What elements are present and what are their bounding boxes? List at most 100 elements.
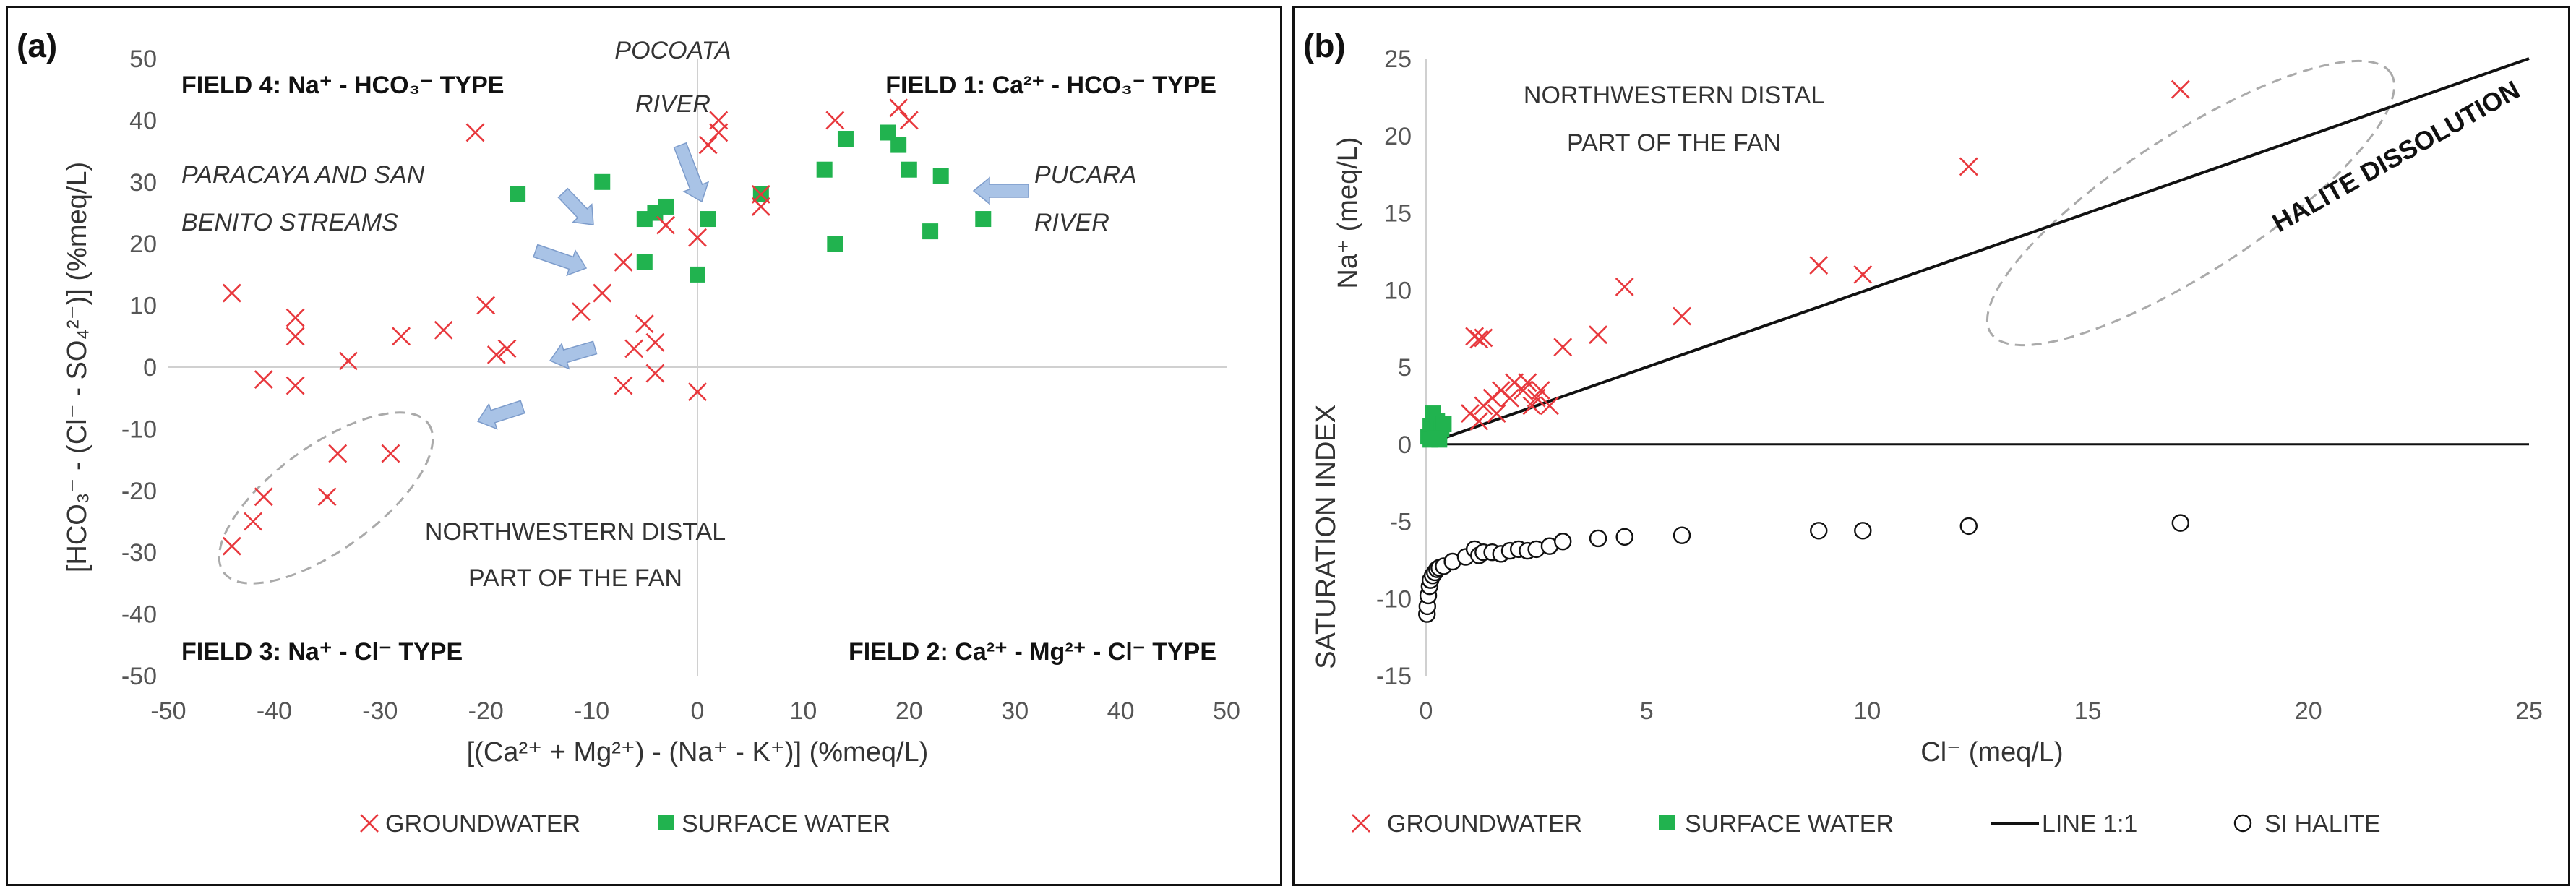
surface-water-point (816, 161, 833, 178)
groundwater-point (1553, 338, 1573, 357)
si-halite-point (1554, 533, 1572, 551)
x-tick-label: 25 (2515, 697, 2543, 725)
groundwater-point (688, 228, 707, 247)
groundwater-point-stroke-2 (476, 296, 496, 315)
groundwater-point-stroke-2 (1474, 328, 1493, 348)
groundwater-point-stroke-2 (698, 135, 718, 155)
y-tick-label: -5 (1390, 509, 1412, 536)
groundwater-point-stroke-2 (1500, 388, 1519, 408)
x-tick-label: -10 (574, 697, 609, 725)
groundwater-point-stroke-2 (751, 184, 770, 204)
si-halite-point (1615, 528, 1633, 546)
distal-label-2: PART OF THE FAN (1567, 129, 1781, 157)
x-tick-label: 10 (789, 697, 817, 725)
groundwater-point-stroke-2 (486, 345, 506, 364)
distal-fan-ellipse (1985, 59, 2396, 347)
groundwater-point (593, 283, 612, 303)
groundwater-point-stroke-2 (434, 320, 453, 340)
groundwater-point (889, 98, 909, 118)
arrow-pucara (972, 176, 1029, 205)
y-tick-label: 0 (143, 354, 157, 382)
groundwater-point (614, 252, 633, 272)
legend-groundwater-marker (1352, 814, 1370, 833)
panel-a: (a) 50 40 30 20 10 0 -10 -20 -30 -40 -50 -50 -40 -30 -2… (6, 6, 1282, 886)
surface-water-point (510, 186, 526, 202)
halite-dissolution-label: HALITE DISSOLUTION (2267, 74, 2525, 238)
surface-water-point (658, 198, 674, 215)
y-axis-title-bottom: SATURATION INDEX (1311, 405, 1341, 669)
line-1-1 (1425, 57, 2530, 446)
groundwater-point-stroke-2 (244, 512, 263, 531)
y-tick-label: -15 (1376, 663, 1412, 690)
groundwater-point-stroke-2 (709, 111, 729, 130)
groundwater-point-stroke-2 (285, 308, 305, 327)
groundwater-point-stroke-2 (645, 332, 665, 352)
groundwater-point (1809, 256, 1829, 275)
legend-groundwater-marker (360, 814, 379, 833)
paracaya-label-2: BENITO STREAMS (181, 209, 398, 236)
legend-line-label: LINE 1:1 (2042, 810, 2137, 838)
groundwater-point-stroke-2 (465, 123, 485, 142)
groundwater-point-stroke-2 (1553, 338, 1573, 357)
groundwater-point-stroke-2 (1853, 265, 1873, 284)
panel-label-a: (a) (17, 27, 57, 64)
y-axis-title: [HCO₃⁻ - (Cl⁻ - SO₄²⁻)] (%meq/L) (62, 162, 93, 572)
y-tick-label: -30 (121, 539, 157, 567)
groundwater-point-stroke-2 (392, 327, 411, 346)
paracaya-label-1: PARACAYA AND SAN (181, 161, 425, 189)
surface-water-point (837, 131, 854, 147)
surface-water-point (901, 161, 917, 178)
y-tick-label: 25 (1384, 46, 1412, 73)
groundwater-point (486, 345, 506, 364)
groundwater-point (285, 327, 305, 346)
y-tick-label: 10 (129, 293, 157, 320)
groundwater-point-stroke-2 (645, 364, 665, 383)
field-2-label: FIELD 2: Ca²⁺ - Mg²⁺ - Cl⁻ TYPE (849, 638, 1216, 666)
si-halite-point (1854, 522, 1872, 540)
x-tick-label: -30 (362, 697, 398, 725)
groundwater-point (222, 283, 241, 303)
y-tick-label: 50 (129, 46, 157, 73)
groundwater-point-stroke-2 (1531, 381, 1550, 400)
field-4-label: FIELD 4: Na⁺ - HCO₃⁻ TYPE (181, 72, 504, 99)
groundwater-point (476, 296, 496, 315)
groundwater-point-stroke-2 (381, 444, 400, 463)
x-tick-label: 15 (2074, 697, 2102, 725)
distal-label-1: NORTHWESTERN DISTAL (1524, 82, 1824, 109)
groundwater-point (1487, 404, 1506, 423)
x-axis-title: Cl⁻ (meq/L) (1920, 737, 2063, 768)
legend-surface-water-label: SURFACE WATER (682, 810, 890, 838)
groundwater-point (254, 370, 273, 389)
x-axis-title: [(Ca²⁺ + Mg²⁺) - (Na⁺ - K⁺)] (%meq/L) (467, 737, 929, 768)
y-tick-label: -20 (121, 478, 157, 505)
groundwater-point (1540, 396, 1559, 416)
groundwater-point-stroke-2 (1518, 373, 1537, 392)
si-halite-point (1810, 522, 1828, 540)
groundwater-point-stroke-2 (825, 111, 845, 130)
y-tick-label: -10 (121, 416, 157, 443)
legend-surface-water-marker (658, 815, 674, 830)
groundwater-point (899, 111, 919, 130)
groundwater-point-stroke-2 (2171, 79, 2190, 99)
groundwater-point (1500, 388, 1519, 408)
groundwater-point (497, 339, 517, 358)
groundwater-point-stroke-2 (635, 314, 654, 334)
y-tick-label: -10 (1376, 585, 1412, 613)
surface-water-point (922, 223, 939, 240)
y-tick-label: -40 (121, 601, 157, 629)
legend-si-halite-marker (2233, 814, 2252, 833)
groundwater-point (222, 536, 241, 556)
groundwater-point (1615, 278, 1634, 296)
flow-arrows (476, 142, 1029, 430)
surface-water-point (1435, 416, 1452, 432)
groundwater-point-stroke-2 (317, 487, 337, 507)
surface-water-point (594, 173, 611, 190)
si-halite-point (2171, 514, 2189, 532)
groundwater-point (285, 308, 305, 327)
groundwater-point (1518, 373, 1537, 392)
groundwater-point-stroke-2 (1959, 157, 1978, 176)
si-halite-point (1673, 526, 1691, 544)
legend-si-halite-label: SI HALITE (2264, 810, 2381, 838)
distal-label-2: PART OF THE FAN (468, 564, 682, 592)
x-tick-label: 20 (2295, 697, 2322, 725)
